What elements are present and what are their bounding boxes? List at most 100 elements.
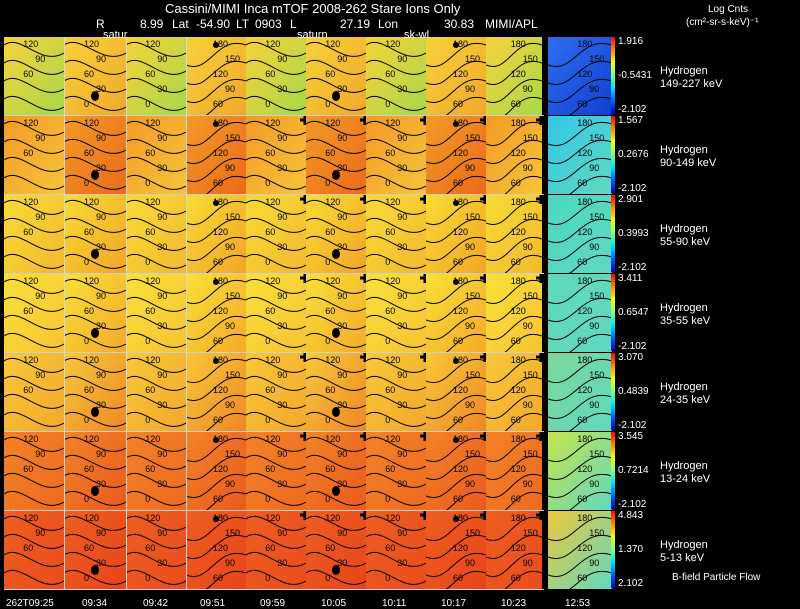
heatmap-cell: 120 90 60 30 0 bbox=[246, 511, 306, 589]
contour-label: 60 bbox=[265, 306, 275, 316]
contour-line bbox=[126, 552, 186, 567]
time-tick: 09:34 bbox=[82, 598, 108, 609]
contour-line bbox=[126, 570, 186, 585]
band-border bbox=[4, 431, 544, 432]
contour-label: 60 bbox=[385, 543, 395, 553]
contour-label: 120 bbox=[453, 543, 468, 553]
contour-label: 60 bbox=[511, 336, 521, 346]
contour-label: 150 bbox=[523, 54, 538, 64]
contour-label: 0 bbox=[145, 415, 150, 425]
contour-line bbox=[548, 279, 612, 305]
contour-label: 150 bbox=[225, 528, 240, 538]
contour-label: 120 bbox=[453, 148, 468, 158]
contour-label: 90 bbox=[465, 163, 475, 173]
contour-line bbox=[186, 236, 246, 262]
contour-label: 120 bbox=[145, 276, 160, 286]
contour-label: 120 bbox=[23, 197, 38, 207]
contour-line bbox=[366, 516, 426, 531]
plus-marker bbox=[300, 195, 306, 204]
contour-line bbox=[306, 218, 366, 233]
contour-label: 60 bbox=[265, 543, 275, 553]
contour-label: 30 bbox=[397, 479, 407, 489]
contour-line bbox=[186, 394, 246, 420]
contour-label: 150 bbox=[589, 370, 604, 380]
contour-label: 150 bbox=[523, 291, 538, 301]
contour-label: 120 bbox=[145, 513, 160, 523]
contour-line bbox=[64, 412, 126, 427]
contour-line bbox=[306, 394, 366, 409]
contour-label: 90 bbox=[96, 133, 106, 143]
plus-marker bbox=[536, 353, 542, 362]
contour-line bbox=[246, 254, 306, 269]
contour-label: 30 bbox=[96, 163, 106, 173]
contour-label: 180 bbox=[213, 513, 228, 523]
contour-line bbox=[64, 455, 126, 470]
contour-label: 90 bbox=[589, 558, 599, 568]
contour-label: 0 bbox=[145, 336, 150, 346]
time-tick: 09:51 bbox=[200, 598, 226, 609]
contour-line bbox=[548, 139, 612, 165]
heatmap-cell: 120 90 60 30 0 bbox=[126, 432, 186, 510]
contour-line bbox=[126, 60, 186, 75]
contour-label: 60 bbox=[511, 178, 521, 188]
contour-label: 60 bbox=[577, 494, 587, 504]
l-label: L bbox=[290, 17, 297, 31]
heatmap-cell: 120 90 60 30 0 bbox=[246, 353, 306, 431]
contour-line bbox=[186, 297, 246, 323]
contour-line bbox=[126, 254, 186, 269]
heatmap-cell: 120 90 60 30 0 bbox=[126, 511, 186, 589]
time-tick: 10:11 bbox=[382, 598, 407, 609]
contour-line bbox=[366, 437, 426, 452]
r-value: 8.99 bbox=[140, 17, 164, 31]
colorbar bbox=[611, 353, 615, 430]
contour-line bbox=[548, 552, 612, 578]
contour-line bbox=[426, 218, 486, 244]
contour-line bbox=[306, 157, 366, 172]
contour-label: 120 bbox=[265, 39, 280, 49]
contour-line bbox=[64, 78, 126, 93]
contour-line bbox=[486, 121, 542, 147]
contour-line bbox=[64, 236, 126, 251]
contour-label: 60 bbox=[23, 385, 33, 395]
l-value: 30.83 bbox=[444, 17, 475, 31]
contour-label: 150 bbox=[523, 212, 538, 222]
contour-label: 30 bbox=[397, 400, 407, 410]
contour-label: 120 bbox=[145, 355, 160, 365]
contour-label: 120 bbox=[213, 385, 228, 395]
contour-label: 120 bbox=[265, 513, 280, 523]
grid-line bbox=[64, 37, 65, 590]
contour-line bbox=[504, 254, 542, 273]
contour-line bbox=[306, 333, 366, 348]
contour-line bbox=[64, 570, 126, 585]
contour-line bbox=[445, 254, 486, 273]
contour-line bbox=[64, 516, 126, 531]
contour-line bbox=[126, 96, 186, 111]
contour-label: 150 bbox=[523, 370, 538, 380]
contour-line bbox=[548, 297, 612, 323]
plus-marker bbox=[480, 274, 486, 283]
contour-label: 150 bbox=[465, 291, 480, 301]
contour-label: 60 bbox=[145, 385, 155, 395]
contour-label: 0 bbox=[84, 178, 89, 188]
contour-line bbox=[64, 60, 126, 75]
contour-label: 0 bbox=[265, 257, 270, 267]
contour-label: 150 bbox=[589, 54, 604, 64]
plus-marker bbox=[360, 116, 366, 125]
contour-line bbox=[548, 42, 612, 68]
contour-line bbox=[205, 175, 246, 194]
contour-label: 90 bbox=[465, 400, 475, 410]
contour-line bbox=[486, 455, 542, 481]
contour-line bbox=[186, 473, 246, 499]
heatmap-cell: 180 150 120 90 60 bbox=[548, 274, 612, 352]
contour-line bbox=[246, 437, 306, 452]
colorbar bbox=[611, 432, 615, 509]
heatmap-cell: 180 150 120 90 60 bbox=[426, 432, 486, 510]
contour-label: 30 bbox=[277, 479, 287, 489]
contour-label: 60 bbox=[511, 257, 521, 267]
